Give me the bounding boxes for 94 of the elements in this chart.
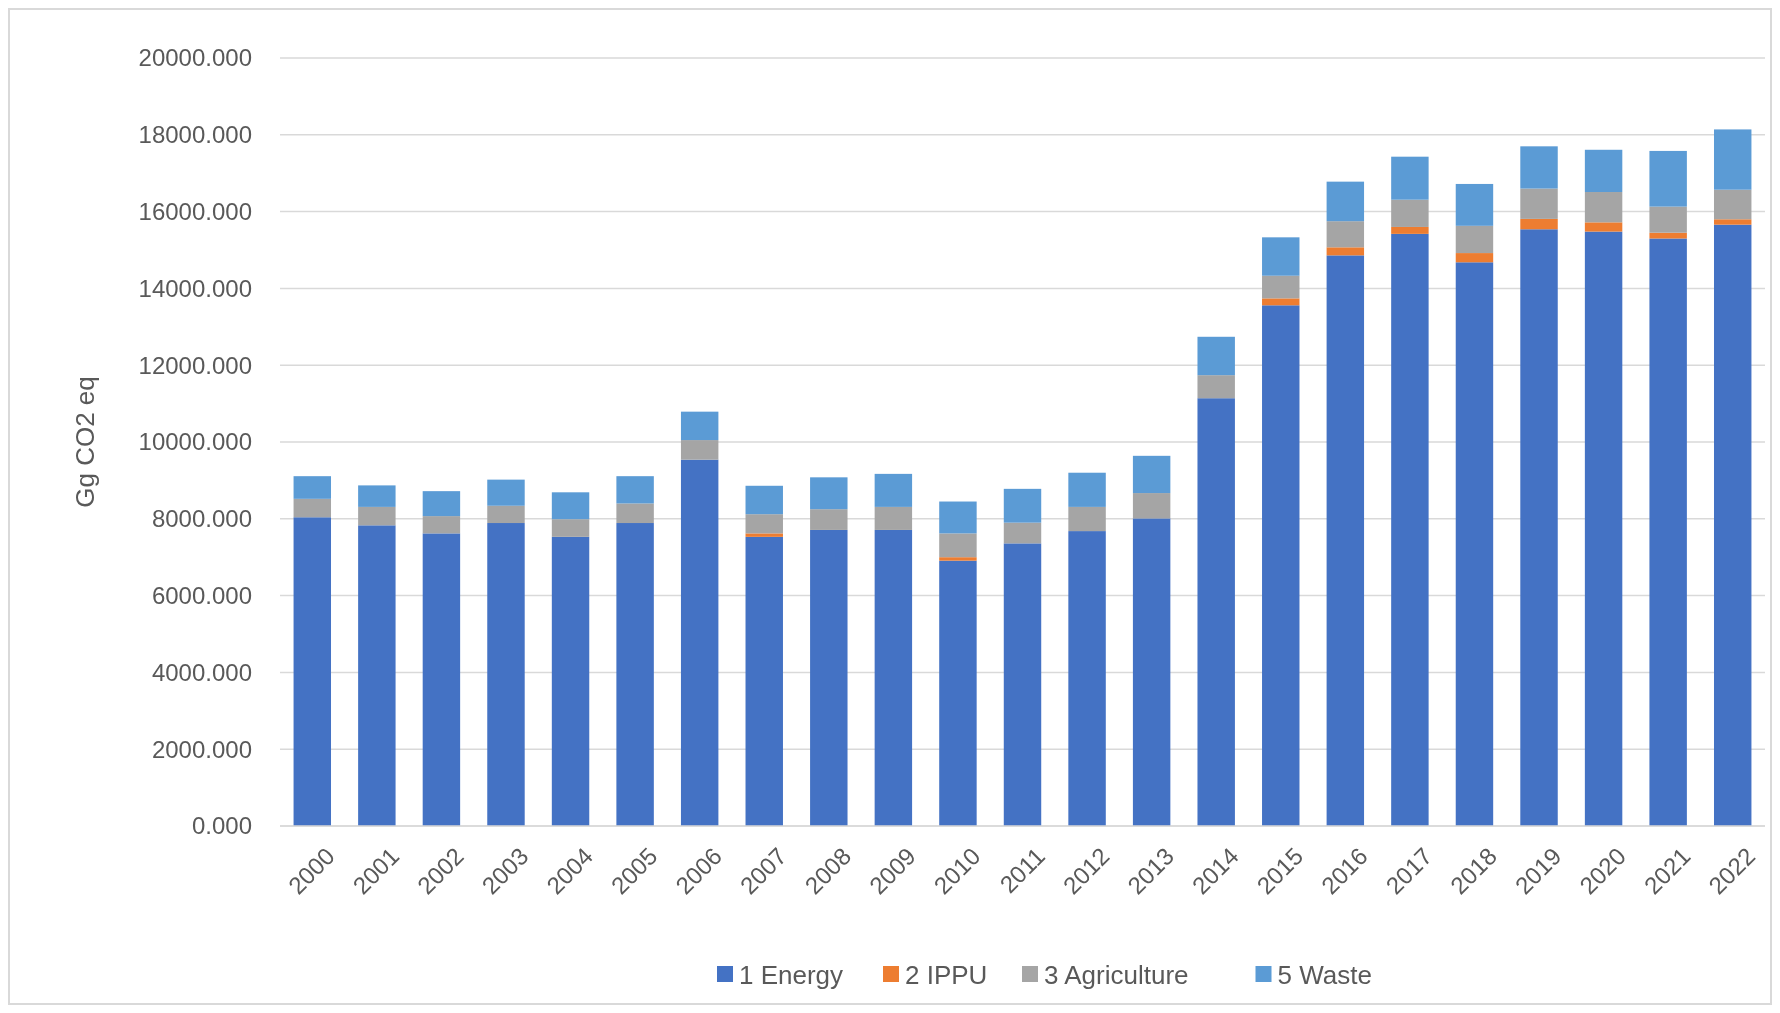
bar [1713, 224, 1752, 826]
legend-label: 1 Energy [739, 960, 844, 991]
y-tick-label: 20000.000 [138, 44, 252, 72]
bar [1326, 221, 1365, 248]
bar [1068, 472, 1106, 507]
bar [1520, 218, 1558, 230]
bar [1197, 375, 1235, 399]
bar [1713, 219, 1752, 225]
bar [1326, 255, 1365, 826]
bar [1197, 398, 1235, 826]
y-tick-label: 14000.000 [138, 274, 252, 302]
bar [551, 519, 590, 537]
bar [1391, 199, 1429, 227]
bar [616, 503, 654, 524]
y-tick-label: 18000.000 [138, 121, 252, 149]
bar [745, 514, 783, 534]
bar [293, 476, 332, 499]
bar [293, 517, 332, 826]
y-tick-label: 0.000 [191, 812, 252, 840]
bar [1584, 192, 1623, 223]
y-tick-label: 6000.000 [151, 582, 252, 609]
bar [1003, 522, 1042, 544]
bar [358, 485, 396, 507]
bar [1326, 247, 1365, 256]
bar [810, 529, 848, 826]
bar [680, 440, 719, 460]
bar [1649, 150, 1687, 207]
bar [745, 485, 783, 515]
y-tick-label: 10000.000 [138, 428, 252, 456]
bar [939, 557, 977, 561]
bar [1455, 183, 1494, 226]
bar [422, 491, 461, 517]
bar [874, 529, 913, 826]
bar [1197, 336, 1235, 376]
bar [810, 509, 848, 530]
bar [551, 536, 590, 826]
bar [1262, 298, 1300, 306]
bar [1649, 238, 1687, 826]
bar [1455, 262, 1494, 826]
bar [874, 506, 913, 530]
bar [616, 523, 654, 826]
legend-label: 2 IPPU [905, 960, 988, 991]
bar [745, 536, 783, 826]
bar [1520, 229, 1558, 826]
bar [1584, 222, 1623, 232]
bar [616, 476, 654, 504]
bar [680, 459, 719, 826]
bar [874, 473, 913, 507]
legend-label: 5 Waste [1277, 960, 1372, 991]
bar [1713, 189, 1752, 220]
bar [939, 533, 977, 558]
bar [1132, 518, 1171, 826]
bar [1391, 156, 1429, 200]
bar [810, 477, 848, 510]
y-axis-title: Gg CO2 eq [70, 376, 100, 508]
bar [1520, 188, 1558, 219]
bar [1262, 237, 1300, 276]
bar [422, 516, 461, 534]
bar [1068, 531, 1106, 826]
bar [1455, 225, 1494, 254]
bar [1262, 305, 1300, 826]
bar [745, 533, 783, 537]
bar [1584, 231, 1623, 826]
y-tick-label: 12000.000 [138, 351, 252, 379]
bar [487, 523, 525, 826]
y-tick-label: 16000.000 [138, 198, 252, 225]
y-tick-label: 8000.000 [151, 505, 252, 533]
bar [358, 525, 396, 826]
bar [1132, 493, 1171, 519]
bar [358, 506, 396, 526]
legend-label: 3 Agriculture [1044, 960, 1189, 991]
bar [1455, 253, 1494, 263]
y-tick-label: 4000.000 [151, 658, 252, 686]
bar [422, 533, 461, 826]
bar [1713, 129, 1752, 190]
bar [1391, 226, 1429, 234]
bar [551, 492, 590, 520]
bar [1520, 146, 1558, 189]
bar [487, 479, 525, 506]
bar [939, 501, 977, 534]
bar [1003, 488, 1042, 523]
bar [1326, 181, 1365, 222]
bar [1262, 275, 1300, 299]
bar [1003, 543, 1042, 826]
y-tick-label: 2000.000 [151, 735, 252, 763]
bar [1649, 206, 1687, 233]
bar [939, 560, 977, 826]
bar [1584, 149, 1623, 193]
bar [293, 498, 332, 518]
bar [1391, 233, 1429, 826]
bar [1068, 506, 1106, 532]
bar [1132, 455, 1171, 494]
bar [680, 411, 719, 441]
bar [487, 505, 525, 524]
